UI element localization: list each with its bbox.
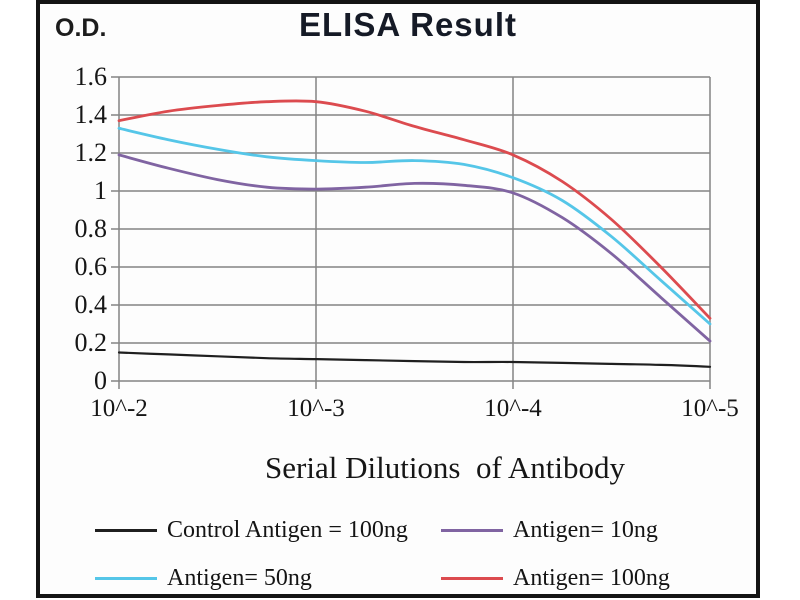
legend-label: Antigen= 100ng [513,565,670,591]
legend-label: Control Antigen = 100ng [167,517,408,543]
series-line-antigen-50ng [117,126,712,326]
legend-swatch-purple-line [441,528,503,532]
legend-swatch-cyan-line [95,576,157,580]
plot-svg [111,76,712,389]
y-tick-label: 0.6 [74,252,108,281]
legend-swatch-black-line [95,528,157,532]
image-frame: O.D. ELISA Result Serial Dilutions of An… [36,0,760,598]
legend-item-antigen-50ng: Antigen= 50ng [95,564,312,592]
x-tick-label: 10^-4 [484,395,542,422]
legend-item-control-antigen: Control Antigen = 100ng [95,516,408,544]
y-tick-label: 1.4 [74,100,108,129]
x-tick-label: 10^-3 [287,395,345,422]
legend-item-antigen-100ng: Antigen= 100ng [441,564,670,592]
x-axis-title: Serial Dilutions of Antibody [265,450,625,485]
series-line-antigen-10ng [117,153,712,343]
y-tick-label: 0.8 [74,214,108,243]
legend-swatch-red-line [441,576,503,580]
series-line-antigen-100ng [117,99,712,320]
y-tick-label: 0.2 [74,328,108,357]
y-axis-unit-label: O.D. [55,14,107,42]
legend-label: Antigen= 50ng [167,565,312,591]
chart-canvas: O.D. ELISA Result Serial Dilutions of An… [40,4,756,594]
y-tick-label: 0.4 [74,290,108,319]
y-tick-label: 1.6 [74,62,108,91]
y-tick-label: 1.2 [74,138,108,167]
legend-label: Antigen= 10ng [513,517,658,543]
y-tick-label: 1 [94,176,107,205]
x-tick-label: 10^-5 [681,395,739,422]
x-tick-label: 10^-2 [90,395,148,422]
series-line-control-antigen-100ng [117,351,712,368]
chart-title: ELISA Result [299,6,517,43]
y-tick-label: 0 [94,366,107,395]
legend-item-antigen-10ng: Antigen= 10ng [441,516,658,544]
